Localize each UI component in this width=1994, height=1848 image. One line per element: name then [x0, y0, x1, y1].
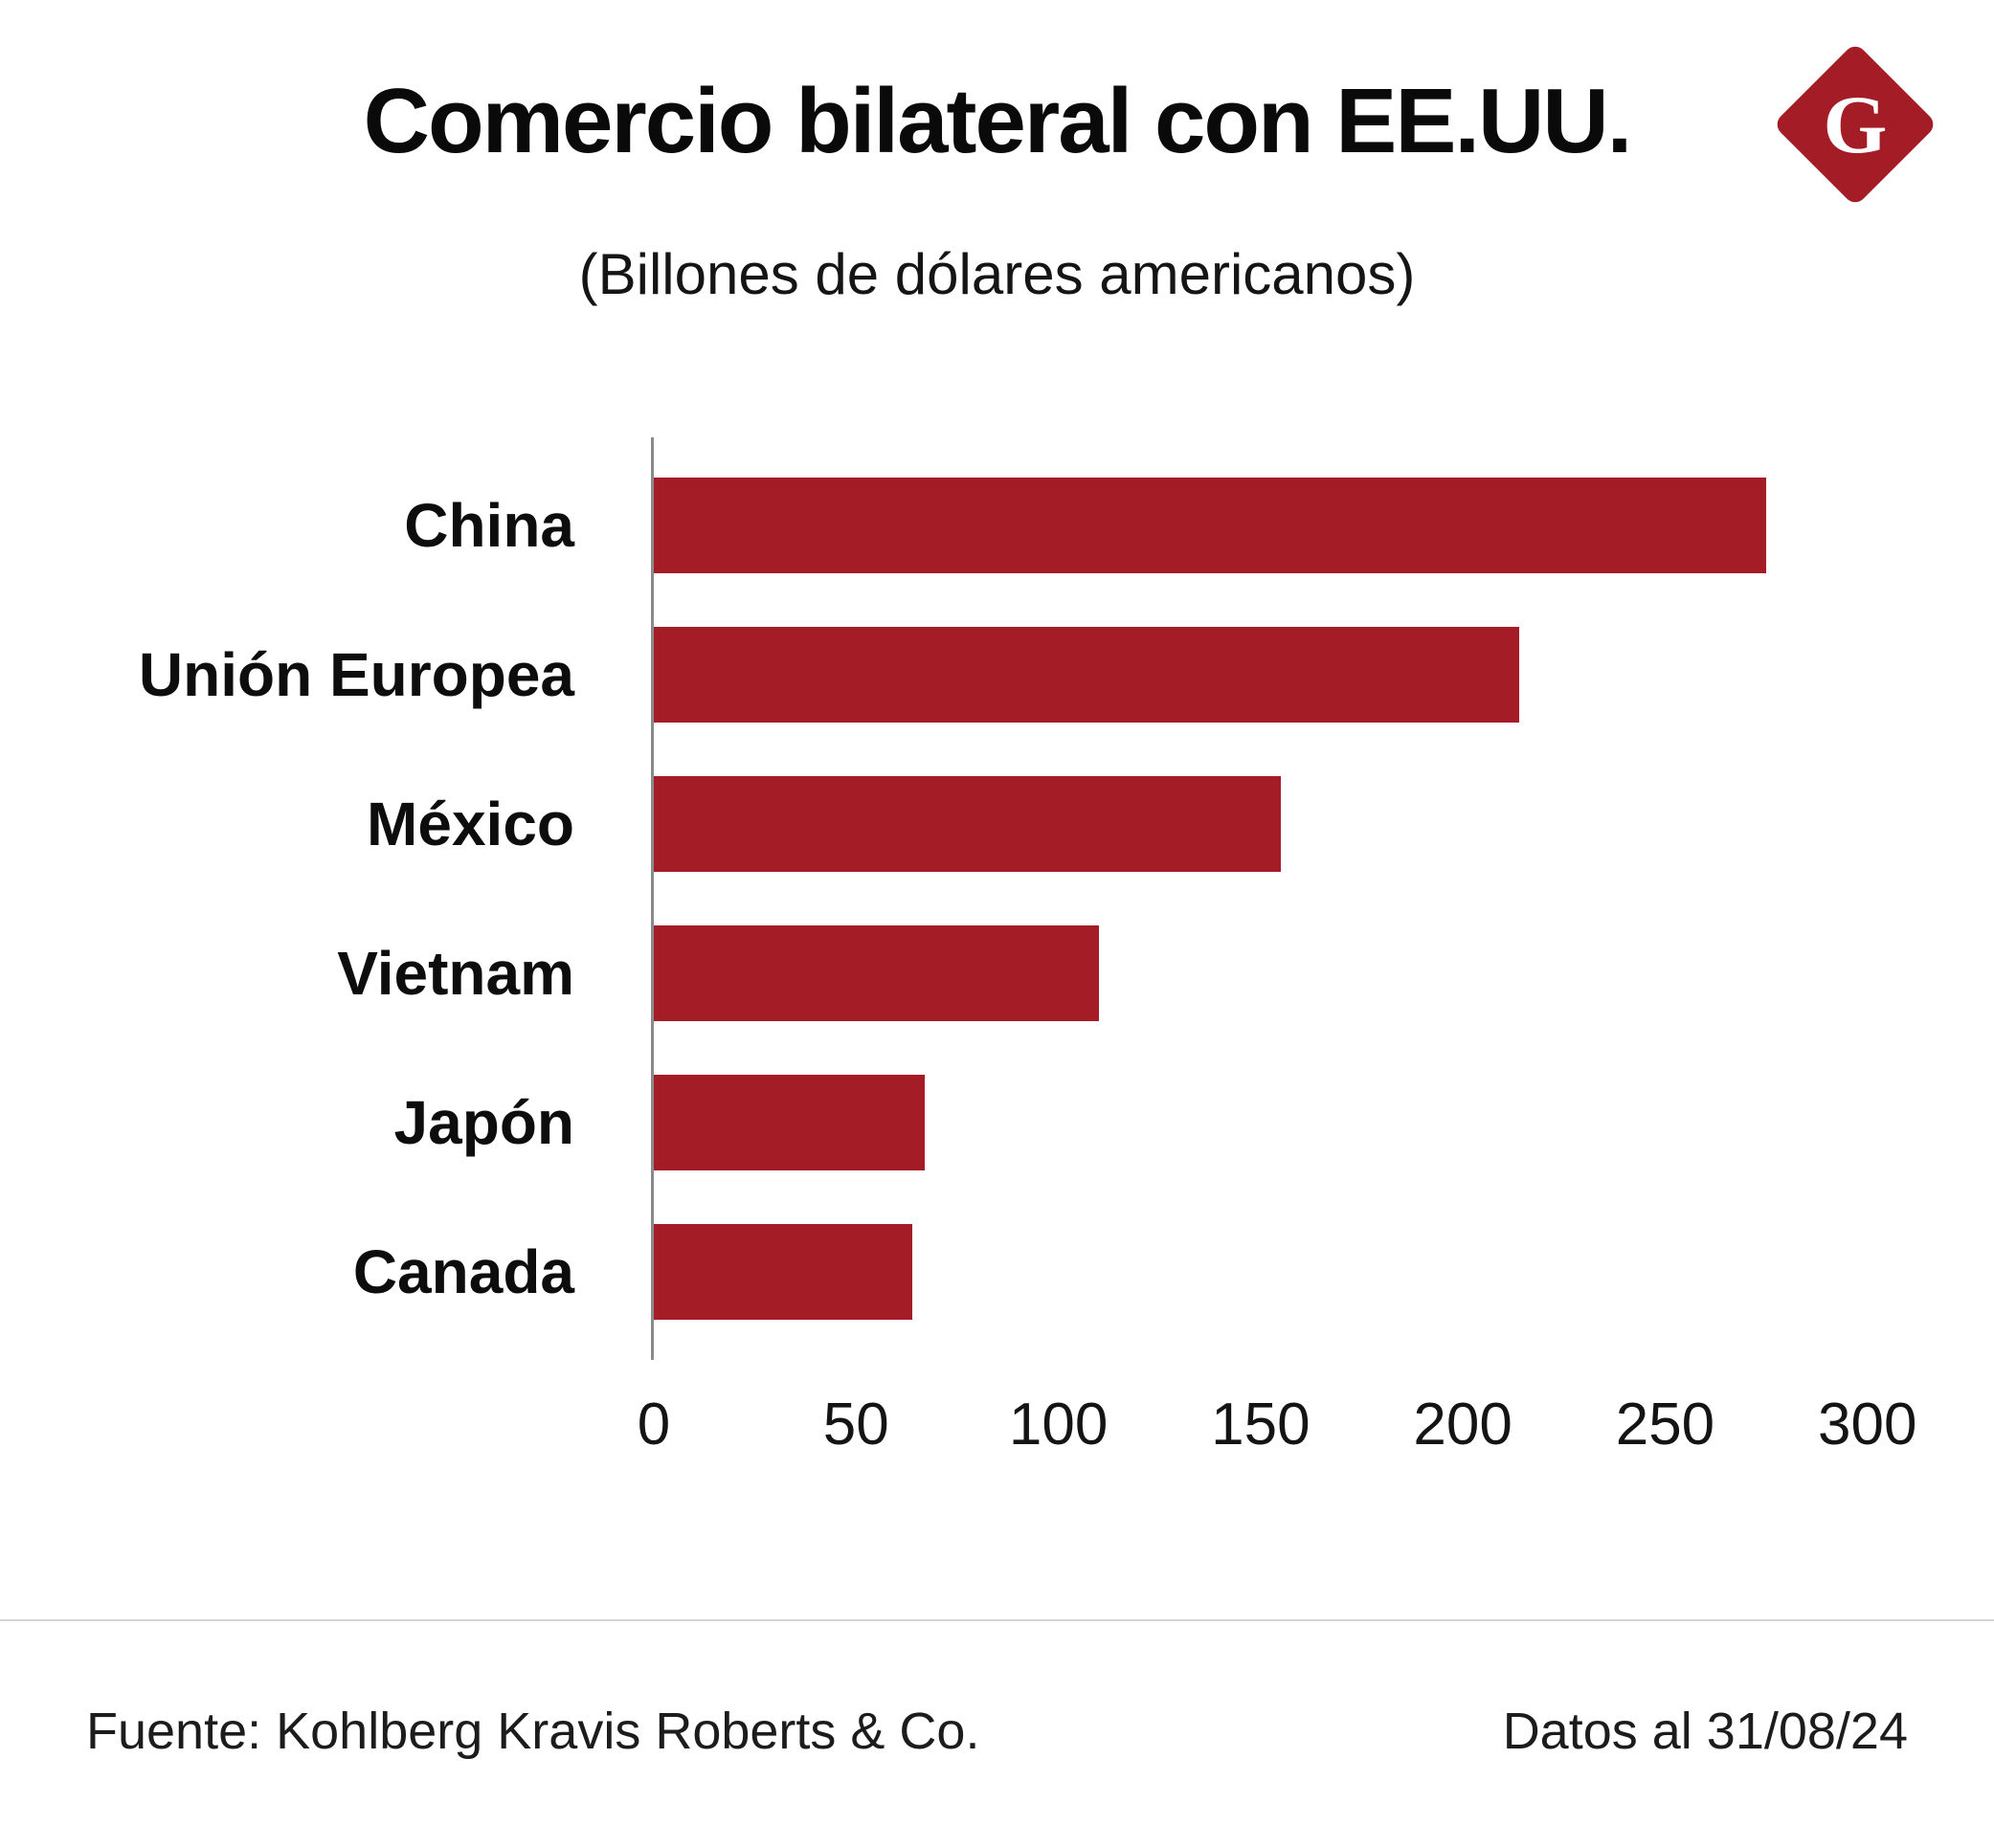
category-label: México: [367, 790, 574, 858]
bar-row: Unión Europea: [19, 600, 1908, 749]
x-tick-label: 150: [1211, 1392, 1311, 1458]
header: Comercio bilateral con EE.UU. G: [0, 0, 1994, 208]
bar-track: [654, 1075, 1908, 1170]
bar-track: [654, 627, 1908, 723]
x-tick-label: 100: [1008, 1392, 1109, 1458]
bar-row: Vietnam: [19, 899, 1908, 1048]
bar: [654, 627, 1520, 723]
bar: [654, 478, 1767, 573]
x-tick-label: 50: [822, 1392, 889, 1458]
x-tick-label: 200: [1413, 1392, 1512, 1458]
chart-subtitle: (Billones de dólares americanos): [578, 242, 1416, 306]
category-label: Japón: [393, 1088, 574, 1157]
date-text: Datos al 31/08/24: [1502, 1703, 1908, 1760]
axis-ticks: 0 50 100 150 200 250 300: [638, 1391, 1917, 1467]
axis-spacer: [19, 1391, 654, 1467]
brand-logo: G: [1772, 41, 1938, 208]
chart-title: Comercio bilateral con EE.UU.: [363, 70, 1633, 172]
bar-track: [654, 1224, 1908, 1320]
bar: [654, 1075, 926, 1170]
footer: Fuente: Kohlberg Kravis Roberts & Co. Da…: [86, 1702, 1908, 1761]
x-tick-label: 300: [1818, 1392, 1917, 1458]
bar-track: [654, 925, 1908, 1021]
category-label: Unión Europea: [138, 640, 574, 709]
bar: [654, 1224, 913, 1320]
category-label: China: [404, 491, 574, 560]
x-tick-label: 250: [1615, 1392, 1715, 1458]
footer-divider: [0, 1619, 1994, 1621]
bar-row: México: [19, 749, 1908, 899]
category-label: Vietnam: [337, 939, 574, 1008]
x-tick-label: 0: [637, 1392, 671, 1458]
bar-track: [654, 776, 1908, 872]
source-text: Fuente: Kohlberg Kravis Roberts & Co.: [86, 1703, 980, 1760]
logo-letter: G: [1823, 78, 1888, 170]
bar: [654, 776, 1281, 872]
bar-chart: China Unión Europea México Vietnam Japón Cana…: [0, 437, 1994, 1467]
bar-row: Canada: [19, 1197, 1908, 1347]
category-label: Canada: [352, 1237, 574, 1306]
bar-row: Japón: [19, 1048, 1908, 1197]
x-axis: 0 50 100 150 200 250 300: [19, 1391, 1917, 1467]
chart-rows: China Unión Europea México Vietnam Japón Cana…: [19, 437, 1908, 1360]
bar-track: [654, 478, 1908, 573]
bar-row: China: [19, 451, 1908, 600]
bar: [654, 925, 1099, 1021]
